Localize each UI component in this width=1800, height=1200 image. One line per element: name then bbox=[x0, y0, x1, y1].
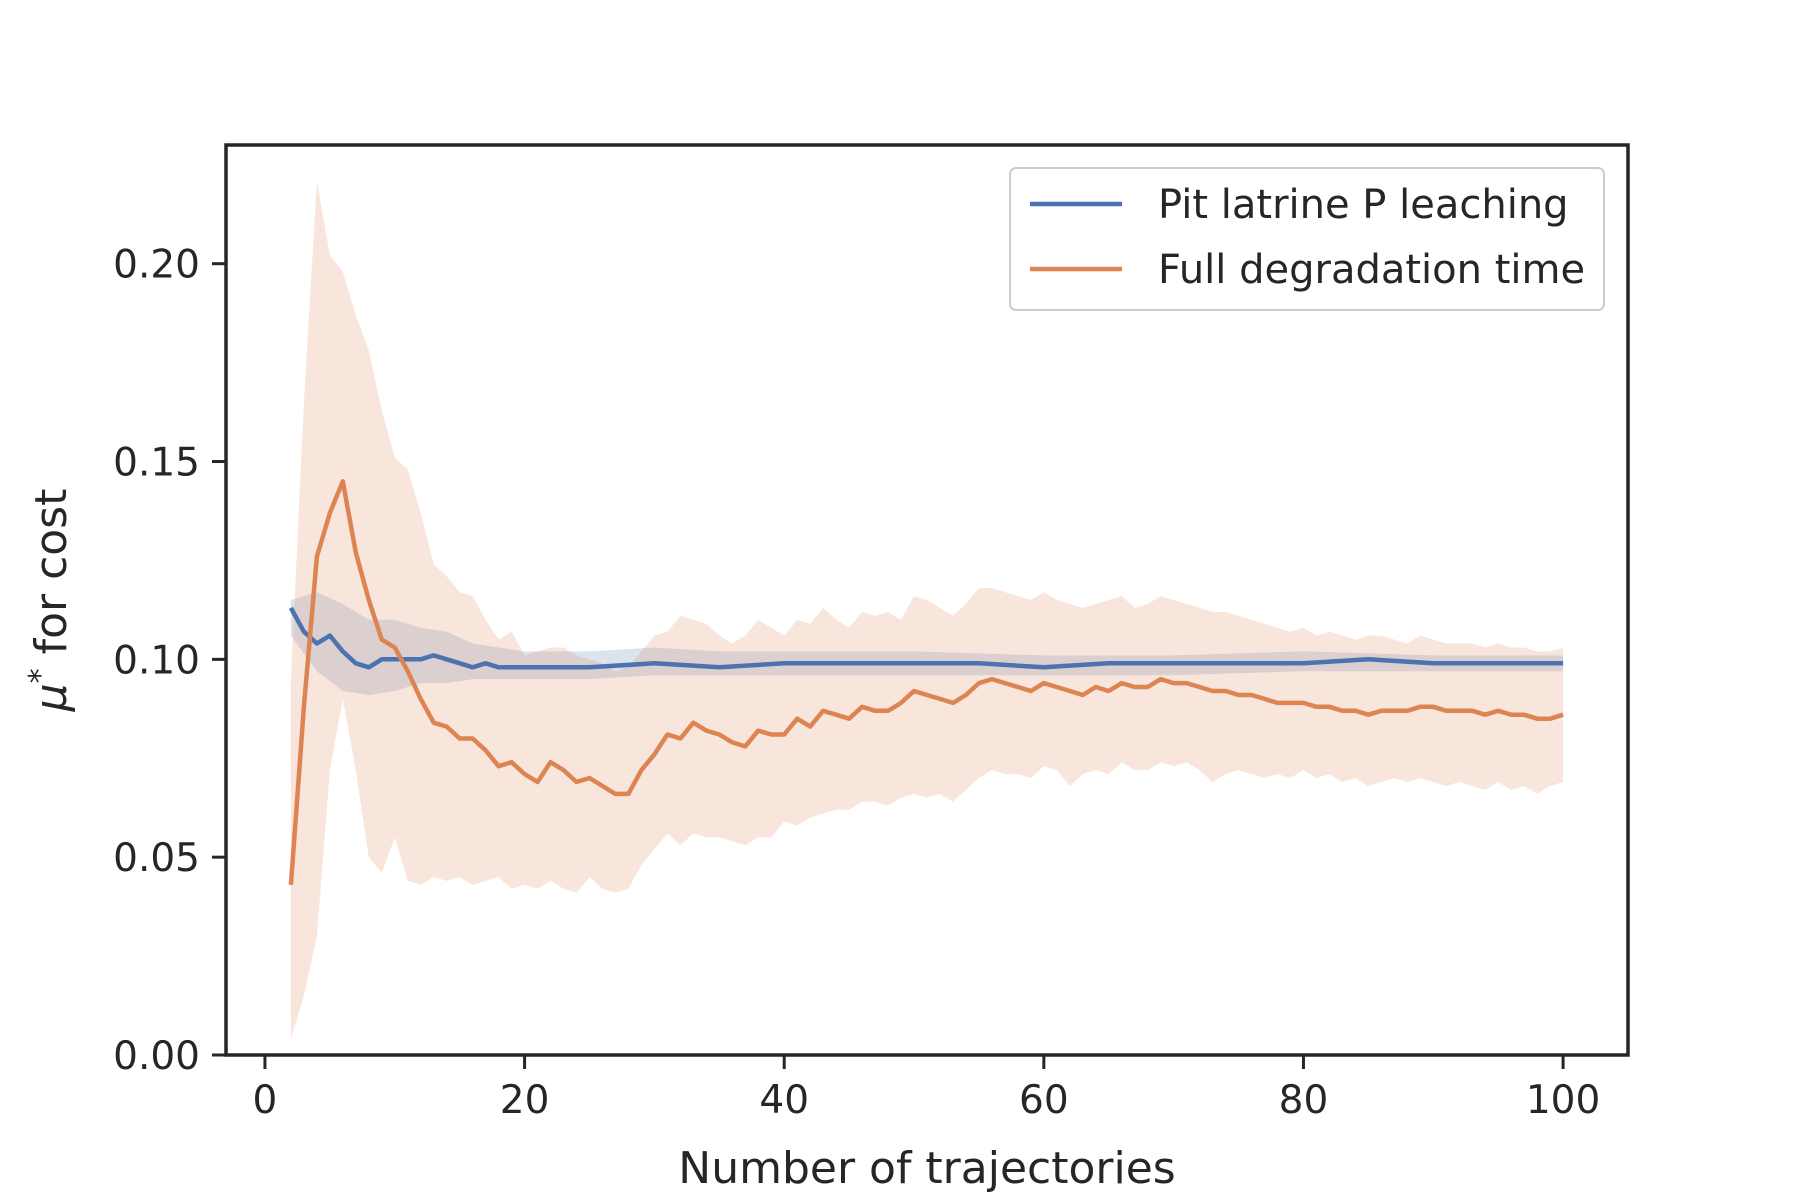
x-tick-label: 60 bbox=[1019, 1078, 1069, 1123]
x-tick-label: 20 bbox=[500, 1078, 550, 1123]
legend-label-1: Pit latrine P leaching bbox=[1158, 182, 1569, 228]
plot-frame bbox=[224, 143, 1630, 1057]
x-axis-label: Number of trajectories bbox=[678, 1143, 1175, 1194]
y-tick-label: 0.00 bbox=[113, 1034, 200, 1079]
y-tick-label: 0.10 bbox=[113, 638, 200, 683]
series-lines bbox=[288, 479, 1564, 886]
y-tick-label: 0.20 bbox=[113, 243, 200, 288]
legend-label-2: Full degradation time bbox=[1158, 247, 1585, 293]
y-axis-label-symbol: μ bbox=[26, 683, 77, 712]
legend: Pit latrine P leaching Full degradation t… bbox=[1009, 167, 1605, 311]
line-series-2 bbox=[288, 479, 1564, 886]
x-tick-label: 40 bbox=[759, 1078, 809, 1123]
band-series-1 bbox=[290, 592, 1564, 695]
y-tick-label: 0.05 bbox=[113, 836, 200, 881]
x-axis-ticks: 0 20 40 60 80 100 bbox=[253, 1055, 1600, 1123]
y-tick-label: 0.15 bbox=[113, 441, 200, 486]
legend-box bbox=[1009, 167, 1605, 311]
line-series-1 bbox=[288, 606, 1564, 670]
y-axis-ticks: 0.00 0.05 0.10 0.15 0.20 bbox=[113, 243, 226, 1079]
band-series-2 bbox=[290, 180, 1564, 1040]
y-axis-label-superscript: * bbox=[23, 668, 58, 683]
x-tick-label: 100 bbox=[1526, 1078, 1600, 1123]
y-axis-label: μ* for cost bbox=[23, 489, 77, 713]
x-tick-label: 0 bbox=[253, 1078, 278, 1123]
confidence-bands bbox=[290, 180, 1564, 1040]
x-tick-label: 80 bbox=[1279, 1078, 1329, 1123]
y-axis-label-text: for cost bbox=[26, 489, 77, 669]
